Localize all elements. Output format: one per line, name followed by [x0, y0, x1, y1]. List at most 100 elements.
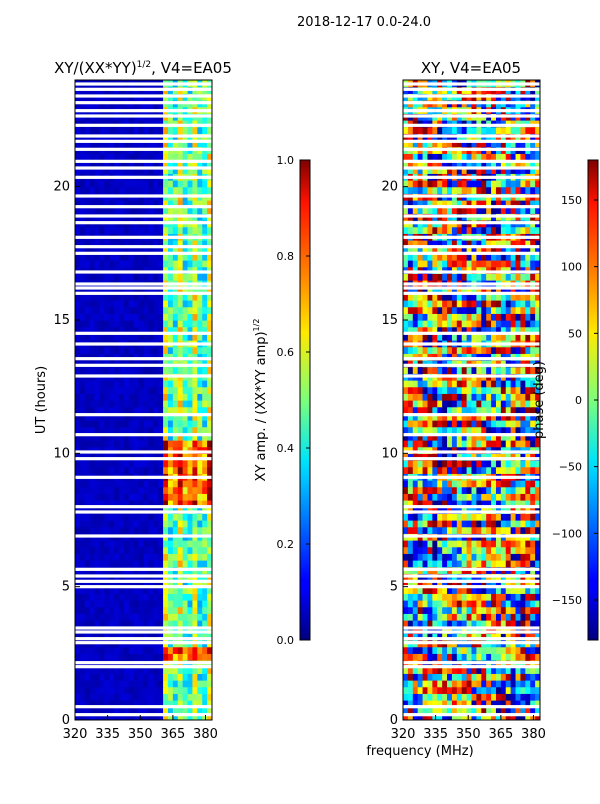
heatmap-cell	[188, 307, 193, 314]
heatmap-cell	[452, 320, 457, 327]
heatmap-cell	[501, 620, 506, 627]
heatmap-cell	[491, 307, 496, 314]
heatmap-cell	[418, 560, 423, 567]
heatmap-cell	[442, 313, 447, 320]
heatmap-cell	[447, 380, 452, 387]
heatmap-cell	[501, 600, 506, 607]
heatmap-cell	[462, 547, 467, 554]
heatmap-cell	[158, 420, 163, 427]
heatmap-cell	[408, 673, 413, 680]
flagged-gap	[75, 641, 212, 644]
y-tick-label: 5	[62, 580, 70, 595]
heatmap-cell	[114, 553, 119, 560]
heatmap-cell	[472, 560, 477, 567]
heatmap-cell	[99, 227, 104, 234]
heatmap-cell	[457, 313, 462, 320]
heatmap-cell	[173, 153, 178, 160]
heatmap-cell	[516, 347, 521, 354]
flagged-gap	[75, 176, 212, 179]
heatmap-cell	[99, 367, 104, 374]
heatmap-cell	[476, 527, 481, 534]
heatmap-cell	[114, 560, 119, 567]
heatmap-cell	[144, 547, 149, 554]
heatmap-cell	[491, 420, 496, 427]
heatmap-cell	[109, 493, 114, 500]
heatmap-cell	[90, 187, 95, 194]
heatmap-cell	[413, 460, 418, 467]
heatmap-cell	[501, 653, 506, 660]
heatmap-cell	[168, 593, 173, 600]
heatmap-cell	[442, 407, 447, 414]
heatmap-cell	[173, 387, 178, 394]
heatmap-cell	[467, 260, 472, 267]
heatmap-cell	[202, 320, 207, 327]
heatmap-cell	[75, 393, 80, 400]
heatmap-cell	[178, 647, 183, 654]
heatmap-cell	[418, 653, 423, 660]
heatmap-cell	[467, 540, 472, 547]
heatmap-cell	[472, 547, 477, 554]
heatmap-cell	[442, 227, 447, 234]
heatmap-cell	[153, 127, 158, 134]
heatmap-cell	[114, 127, 119, 134]
heatmap-cell	[501, 513, 506, 520]
heatmap-cell	[134, 440, 139, 447]
heatmap-cell	[506, 620, 511, 627]
heatmap-cell	[472, 680, 477, 687]
heatmap-cell	[119, 400, 124, 407]
heatmap-cell	[192, 367, 197, 374]
flagged-gap	[75, 665, 212, 668]
heatmap-cell	[158, 127, 163, 134]
heatmap-cell	[188, 467, 193, 474]
heatmap-cell	[139, 127, 144, 134]
heatmap-cell	[134, 513, 139, 520]
heatmap-cell	[511, 527, 516, 534]
heatmap-cell	[418, 420, 423, 427]
heatmap-cell	[506, 367, 511, 374]
heatmap-cell	[437, 480, 442, 487]
flagged-gap	[75, 574, 212, 577]
heatmap-cell	[452, 680, 457, 687]
heatmap-cell	[511, 680, 516, 687]
heatmap-cell	[139, 593, 144, 600]
heatmap-cell	[168, 127, 173, 134]
heatmap-cell	[80, 367, 85, 374]
heatmap-cell	[173, 673, 178, 680]
heatmap-cell	[481, 300, 486, 307]
heatmap-cell	[418, 387, 423, 394]
heatmap-cell	[114, 420, 119, 427]
heatmap-cell	[516, 487, 521, 494]
heatmap-cell	[119, 487, 124, 494]
heatmap-cell	[168, 460, 173, 467]
heatmap-cell	[124, 180, 129, 187]
heatmap-cell	[447, 687, 452, 694]
heatmap-cell	[148, 393, 153, 400]
heatmap-cell	[104, 653, 109, 660]
heatmap-cell	[148, 127, 153, 134]
heatmap-cell	[158, 560, 163, 567]
heatmap-cell	[447, 487, 452, 494]
heatmap-cell	[452, 607, 457, 614]
heatmap-cell	[413, 313, 418, 320]
heatmap-cell	[85, 560, 90, 567]
heatmap-cell	[183, 260, 188, 267]
heatmap-cell	[178, 420, 183, 427]
heatmap-cell	[511, 653, 516, 660]
heatmap-cell	[202, 367, 207, 374]
heatmap-cell	[520, 693, 525, 700]
heatmap-cell	[525, 400, 530, 407]
heatmap-cell	[472, 300, 477, 307]
heatmap-cell	[119, 127, 124, 134]
heatmap-cell	[437, 440, 442, 447]
flagged-gap	[75, 194, 212, 197]
heatmap-cell	[516, 520, 521, 527]
heatmap-cell	[418, 487, 423, 494]
heatmap-cell	[472, 687, 477, 694]
heatmap-cell	[496, 553, 501, 560]
heatmap-cell	[516, 393, 521, 400]
heatmap-cell	[427, 547, 432, 554]
heatmap-cell	[188, 227, 193, 234]
heatmap-cell	[153, 467, 158, 474]
heatmap-cell	[129, 400, 134, 407]
heatmap-cell	[437, 227, 442, 234]
